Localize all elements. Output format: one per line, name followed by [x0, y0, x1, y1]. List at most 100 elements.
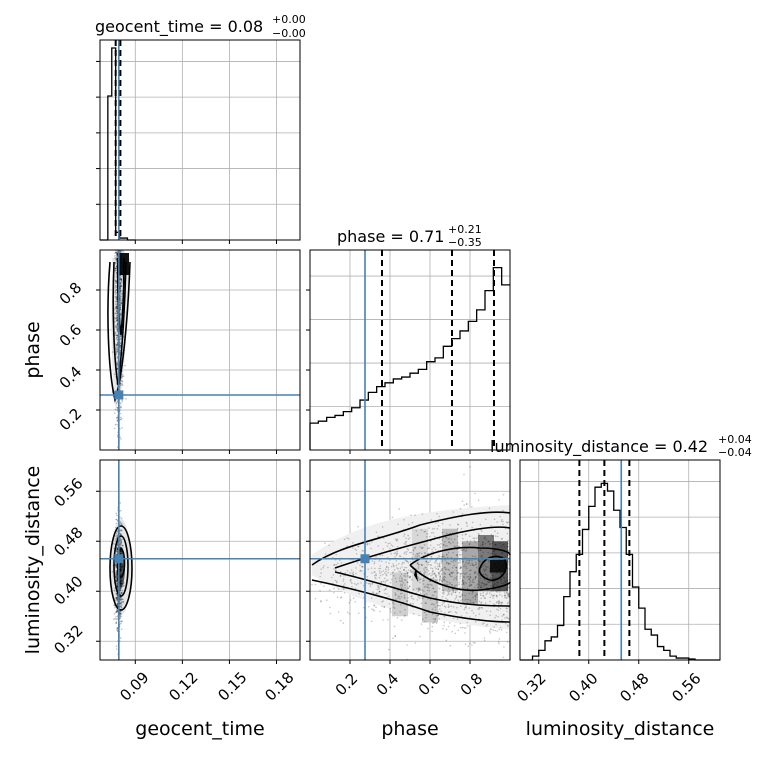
- sample-point: [115, 305, 118, 308]
- sample-point: [447, 581, 449, 583]
- sample-point: [390, 611, 392, 613]
- sample-point: [389, 607, 392, 610]
- sample-point: [507, 624, 509, 626]
- sample-point: [119, 250, 121, 253]
- sample-point: [507, 586, 510, 588]
- sample-point: [116, 400, 119, 402]
- sample-point: [115, 285, 117, 287]
- sample-point: [416, 562, 419, 565]
- xtick-phase-0.2: 0.2: [332, 670, 362, 700]
- ytick-ld-0.48: 0.48: [50, 523, 86, 559]
- sample-point: [114, 286, 117, 289]
- sample-point: [492, 550, 495, 552]
- sample-point: [461, 500, 464, 503]
- sample-point: [394, 577, 397, 580]
- sample-point: [399, 597, 401, 600]
- sample-point: [120, 285, 122, 287]
- sample-point: [377, 586, 380, 588]
- sample-point: [116, 573, 118, 576]
- sample-point: [468, 560, 471, 562]
- sample-point: [115, 579, 118, 582]
- sample-point: [116, 585, 119, 588]
- sample-point: [428, 587, 430, 589]
- sample-point: [461, 549, 463, 551]
- sample-point: [429, 599, 432, 601]
- sample-point: [475, 593, 478, 595]
- sample-point: [120, 284, 122, 287]
- sample-point: [119, 587, 122, 590]
- sample-point: [116, 576, 119, 578]
- sample-point: [435, 591, 437, 593]
- sample-point: [119, 382, 122, 385]
- sample-point: [459, 577, 461, 580]
- sample-point: [387, 568, 390, 571]
- sample-point: [489, 592, 491, 594]
- sample-point: [443, 621, 446, 623]
- xtick-phase-0.6: 0.6: [415, 670, 445, 700]
- sample-point: [443, 566, 446, 569]
- sample-point: [474, 576, 477, 578]
- sample-point: [120, 523, 123, 525]
- sample-point: [403, 569, 406, 571]
- sample-point: [501, 595, 503, 597]
- sample-point: [385, 574, 388, 577]
- sample-point: [382, 573, 384, 576]
- sample-point: [116, 584, 119, 586]
- sample-point: [476, 584, 478, 586]
- sample-point: [411, 571, 413, 573]
- sample-point: [394, 594, 397, 596]
- sample-point: [384, 568, 387, 570]
- sample-point: [478, 580, 480, 582]
- sample-point: [116, 334, 119, 337]
- sample-point: [476, 593, 479, 596]
- sample-point: [473, 572, 476, 575]
- sample-point: [115, 569, 117, 572]
- sample-point: [474, 571, 476, 574]
- sample-point: [499, 568, 501, 571]
- sample-point: [490, 580, 493, 583]
- sample-point: [455, 566, 457, 569]
- sample-point: [406, 581, 409, 584]
- sample-point: [120, 566, 122, 569]
- sample-point: [445, 583, 448, 585]
- sample-point: [399, 611, 402, 613]
- sample-point: [120, 540, 123, 543]
- sample-point: [421, 513, 424, 515]
- sample-point: [417, 596, 420, 598]
- sample-point: [411, 597, 413, 600]
- sample-point: [445, 580, 448, 583]
- sample-point: [486, 574, 488, 577]
- sample-point: [120, 289, 122, 292]
- sample-point: [445, 628, 448, 631]
- sample-point: [116, 423, 118, 426]
- sample-point: [379, 567, 382, 570]
- sample-point: [119, 300, 122, 302]
- sample-point: [116, 594, 119, 597]
- sample-point: [426, 583, 429, 586]
- sample-point: [490, 589, 493, 591]
- sample-point: [319, 575, 322, 578]
- sample-point: [449, 562, 451, 565]
- sample-point: [459, 573, 462, 576]
- sample-point: [402, 569, 405, 571]
- sample-point: [116, 350, 118, 353]
- sample-point: [444, 566, 447, 569]
- sample-point: [465, 549, 468, 552]
- sample-point: [116, 534, 118, 536]
- sample-point: [398, 555, 401, 557]
- sample-point: [120, 591, 123, 594]
- sample-point: [115, 574, 117, 576]
- sample-point: [474, 541, 477, 543]
- sample-point: [507, 545, 510, 548]
- sample-point: [459, 567, 461, 569]
- sample-point: [459, 595, 462, 598]
- sample-point: [506, 596, 508, 599]
- panel-frame: [309, 249, 511, 451]
- sample-point: [504, 594, 506, 596]
- sample-point: [448, 541, 450, 543]
- sample-point: [116, 313, 118, 315]
- sample-point: [352, 547, 354, 549]
- sample-point: [460, 528, 463, 530]
- sample-point: [426, 586, 428, 588]
- sample-point: [505, 607, 508, 609]
